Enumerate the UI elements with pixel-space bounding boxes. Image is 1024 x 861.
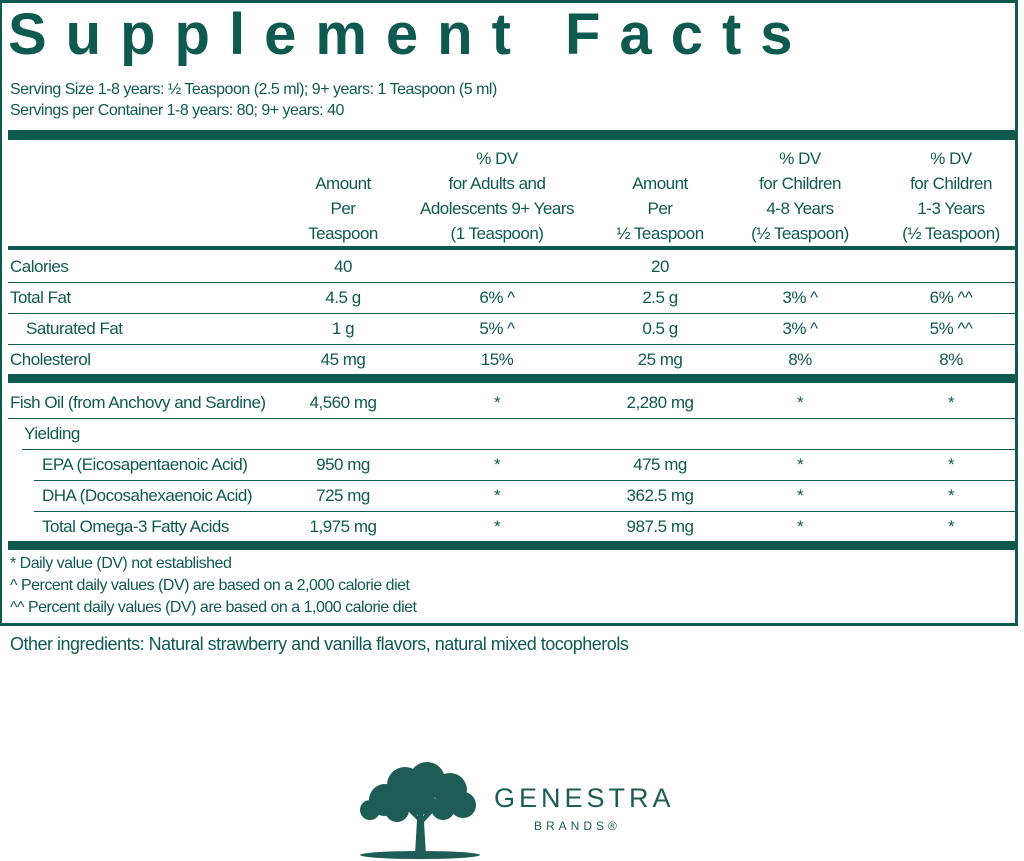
column-header-line: Teaspoon [308, 224, 378, 243]
column-header-line: (½ Teaspoon) [902, 224, 1000, 243]
nutrient-value: 5% ^^ [929, 319, 973, 338]
column-header-line: (½ Teaspoon) [751, 224, 849, 243]
footnote: ^ Percent daily values (DV) are based on… [10, 577, 410, 594]
column-header-line: % DV [930, 149, 972, 168]
nutrient-row: DHA (Docosahexaenoic Acid) 725 mg * 362.5 m… [34, 480, 1018, 512]
nutrient-value: 8% [788, 350, 812, 369]
nutrient-value: 40 [334, 257, 352, 276]
column-header-line: Amount [315, 174, 371, 193]
divider-thick [8, 374, 1018, 383]
nutrient-value: 15% [480, 350, 514, 369]
column-header-line: % DV [779, 149, 821, 168]
footnote: ^^ Percent daily values (DV) are based o… [10, 599, 417, 616]
column-header-line: 1-3 Years [917, 199, 985, 218]
column-header-line: for Children [759, 174, 841, 193]
divider-thick [8, 541, 1018, 550]
nutrient-value: 4.5 g [325, 288, 361, 307]
nutrient-label: Total Omega-3 Fatty Acids [42, 517, 229, 536]
serving-size: Serving Size 1-8 years: ½ Teaspoon (2.5 … [10, 81, 497, 98]
nutrient-value: 2.5 g [642, 288, 678, 307]
nutrient-value: 6% ^ [479, 288, 515, 307]
nutrient-label: EPA (Eicosapentaenoic Acid) [42, 455, 248, 474]
tree-icon [360, 762, 480, 859]
nutrient-value: * [796, 393, 804, 412]
nutrient-value: * [947, 455, 955, 474]
nutrient-value: * [493, 486, 501, 505]
servings-per-container: Servings per Container 1-8 years: 80; 9+… [10, 102, 344, 119]
column-header-line: Adolescents 9+ Years [420, 199, 574, 218]
column-header: Amount Per ½ Teaspoon [616, 171, 704, 246]
divider-thick [8, 130, 1018, 140]
column-header-line: 4-8 Years [766, 199, 834, 218]
nutrient-label: Calories [10, 257, 69, 276]
nutrient-value: * [493, 517, 501, 536]
nutrient-value: * [947, 486, 955, 505]
column-header-line: for Adults and [448, 174, 546, 193]
column-header: Amount Per Teaspoon [308, 171, 378, 246]
nutrient-value: 2,280 mg [626, 393, 694, 412]
panel-title: Supplement Facts [8, 2, 812, 67]
nutrient-value: 1,975 mg [309, 517, 377, 536]
nutrient-value: 6% ^^ [929, 288, 973, 307]
footnote: * Daily value (DV) not established [10, 555, 232, 572]
column-header-line: Per [647, 199, 673, 218]
nutrient-value: * [947, 517, 955, 536]
other-ingredients: Other ingredients: Natural strawberry an… [10, 634, 629, 654]
nutrient-value: 475 mg [633, 455, 687, 474]
nutrient-value: * [796, 517, 804, 536]
column-header: % DV for Children 1-3 Years (½ Teaspoon) [902, 146, 1000, 246]
nutrient-value: 8% [939, 350, 963, 369]
nutrient-value: * [796, 455, 804, 474]
nutrient-value: 5% ^ [479, 319, 515, 338]
column-header-line: (1 Teaspoon) [450, 224, 544, 243]
nutrient-value: 3% ^ [782, 288, 818, 307]
nutrient-value: 987.5 mg [626, 517, 694, 536]
column-header-line: % DV [476, 149, 518, 168]
nutrient-value: 3% ^ [782, 319, 818, 338]
nutrient-value: 45 mg [320, 350, 366, 369]
nutrient-label: Cholesterol [10, 350, 91, 369]
nutrient-row: EPA (Eicosapentaenoic Acid) 950 mg * 475 mg… [34, 449, 1018, 481]
nutrient-value: * [796, 486, 804, 505]
nutrient-value: 362.5 mg [626, 486, 694, 505]
nutrient-value: * [947, 393, 955, 412]
nutrient-row: Total Fat 4.5 g 6% ^ 2.5 g 3% ^ 6% ^^ [8, 282, 1018, 314]
brand-name: GENESTRA [494, 783, 675, 813]
nutrient-row: Fish Oil (from Anchovy and Sardine) 4,560… [8, 387, 1018, 419]
nutrient-label: Total Fat [10, 288, 71, 307]
divider-medium [8, 246, 1018, 250]
nutrient-value: 0.5 g [642, 319, 678, 338]
column-header: % DV for Children 4-8 Years (½ Teaspoon) [751, 146, 849, 246]
nutrient-value: * [493, 393, 501, 412]
nutrient-row: Saturated Fat 1 g 5% ^ 0.5 g 3% ^ 5% ^^ [8, 313, 1018, 345]
nutrient-row: Total Omega-3 Fatty Acids 1,975 mg * 987.5 … [34, 511, 1018, 542]
column-header-line: Per [330, 199, 356, 218]
nutrient-row: Calories 40 20 [8, 251, 1018, 283]
nutrient-value: 1 g [331, 319, 355, 338]
nutrient-value: 25 mg [637, 350, 683, 369]
column-header-line: Amount [632, 174, 688, 193]
nutrient-label: DHA (Docosahexaenoic Acid) [42, 486, 253, 505]
column-header: % DV for Adults and Adolescents 9+ Years (1… [420, 146, 574, 246]
nutrient-label: Fish Oil (from Anchovy and Sardine) [10, 393, 266, 412]
nutrient-value: 725 mg [316, 486, 370, 505]
nutrient-value: 950 mg [316, 455, 370, 474]
nutrient-value: 4,560 mg [309, 393, 377, 412]
nutrient-value: 20 [651, 257, 669, 276]
nutrient-row: Cholesterol 45 mg 15% 25 mg 8% 8% [8, 344, 1018, 375]
nutrient-label: Yielding [24, 424, 80, 443]
brand-subtitle: BRANDS® [534, 819, 621, 833]
nutrient-row: Yielding [22, 418, 1018, 450]
column-header-line: for Children [910, 174, 992, 193]
nutrient-value: * [493, 455, 501, 474]
column-header-line: ½ Teaspoon [616, 224, 704, 243]
nutrient-label: Saturated Fat [26, 319, 123, 338]
